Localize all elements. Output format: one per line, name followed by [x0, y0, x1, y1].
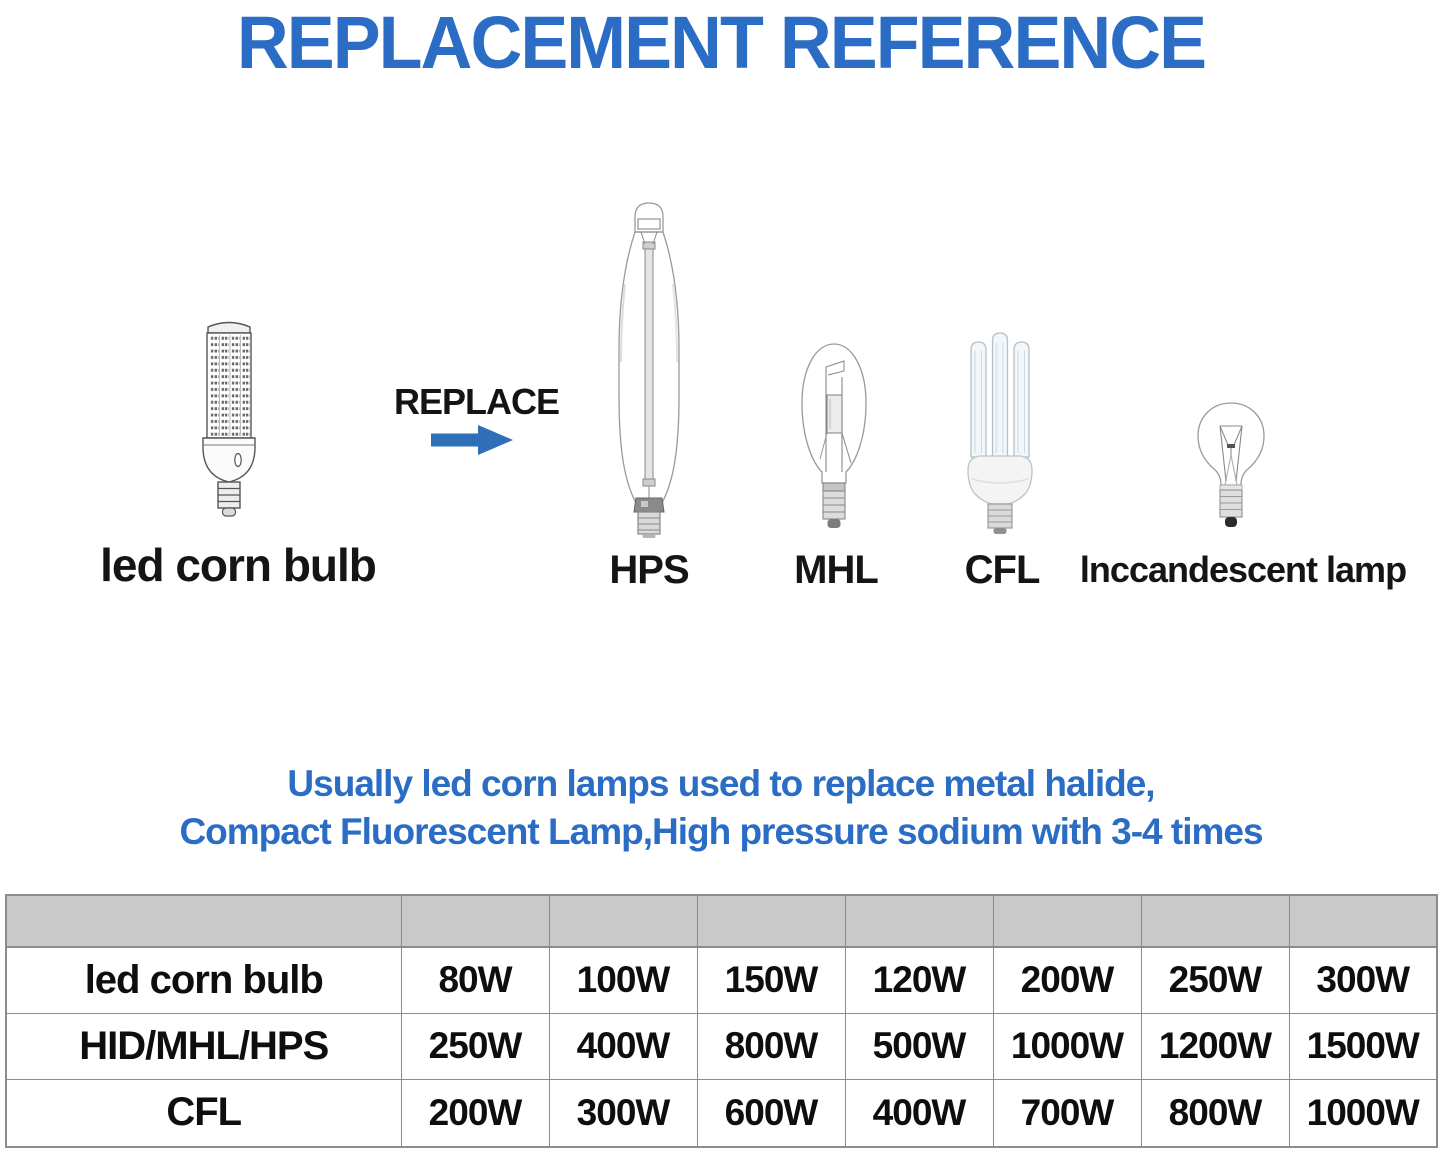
table-row: CFL 200W 300W 600W 400W 700W 800W 1000W [5, 1078, 1438, 1148]
table-cell: 80W [400, 946, 550, 1014]
table-header [5, 894, 1438, 948]
table-row: led corn bulb 80W 100W 150W 120W 200W 250W 300W [5, 946, 1438, 1014]
table-row-label: CFL [5, 1078, 402, 1148]
table-cell: 200W [400, 1078, 550, 1148]
led-corn-bulb-label: led corn bulb [100, 539, 377, 591]
table-cell: 400W [844, 1078, 994, 1148]
hps-label: HPS [609, 548, 689, 592]
table-cell: 800W [1140, 1078, 1290, 1148]
description-line-2: Compact Fluorescent Lamp,High pressure s… [179, 811, 1263, 852]
table-row-label: HID/MHL/HPS [5, 1012, 402, 1080]
table-row-label: led corn bulb [5, 946, 402, 1014]
led-corn-bulb-icon [202, 321, 256, 517]
table-header-cell [5, 894, 402, 948]
table-cell: 150W [696, 946, 846, 1014]
table-cell: 1000W [1288, 1078, 1438, 1148]
page-title: REPLACEMENT REFERENCE [236, 1, 1207, 84]
replace-arrow-icon [431, 425, 513, 455]
table-header-cell [844, 894, 994, 948]
table-cell: 200W [992, 946, 1142, 1014]
cfl-bulb-icon [967, 332, 1033, 534]
mhl-bulb-icon [801, 343, 867, 528]
cfl-label: CFL [964, 548, 1041, 592]
table-row: HID/MHL/HPS 250W 400W 800W 500W 1000W 1200W 150… [5, 1012, 1438, 1080]
table-cell: 1500W [1288, 1012, 1438, 1080]
table-header-cell [400, 894, 550, 948]
replace-label: REPLACE [394, 381, 560, 422]
table-header-cell [1140, 894, 1290, 948]
table-cell: 300W [1288, 946, 1438, 1014]
table-cell: 500W [844, 1012, 994, 1080]
table-cell: 300W [548, 1078, 698, 1148]
table-cell: 800W [696, 1012, 846, 1080]
table-body: led corn bulb 80W 100W 150W 120W 200W 250W 300W… [5, 946, 1438, 1148]
table-cell: 250W [1140, 946, 1290, 1014]
table-cell: 400W [548, 1012, 698, 1080]
table-header-cell [548, 894, 698, 948]
hps-bulb-icon [618, 202, 680, 538]
table-cell: 700W [992, 1078, 1142, 1148]
table-cell: 1000W [992, 1012, 1142, 1080]
description-text: Usually led corn lamps used to replace m… [0, 760, 1442, 856]
table-cell: 250W [400, 1012, 550, 1080]
table-cell: 100W [548, 946, 698, 1014]
table-header-cell [696, 894, 846, 948]
table-cell: 120W [844, 946, 994, 1014]
replacement-table: led corn bulb 80W 100W 150W 120W 200W 250W 300W… [5, 894, 1438, 1148]
table-header-cell [1288, 894, 1438, 948]
table-header-cell [992, 894, 1142, 948]
description-line-1: Usually led corn lamps used to replace m… [287, 763, 1155, 804]
incandescent-label: lnccandescent lamp [1079, 549, 1407, 590]
table-cell: 600W [696, 1078, 846, 1148]
mhl-label: MHL [794, 548, 879, 592]
table-cell: 1200W [1140, 1012, 1290, 1080]
incandescent-bulb-icon [1197, 402, 1265, 527]
